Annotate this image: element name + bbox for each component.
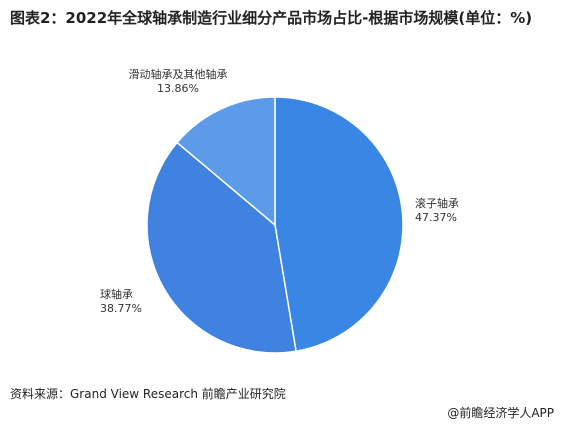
slice-label: 滚子轴承 47.37%: [415, 197, 505, 225]
pie-slice: [146, 141, 297, 354]
slice-value: 47.37%: [415, 211, 457, 224]
slice-name: 球轴承: [100, 288, 133, 301]
slice-value: 13.86%: [157, 82, 199, 95]
pie-slice: [176, 96, 276, 227]
slice-label: 滑动轴承及其他轴承 13.86%: [128, 68, 228, 96]
footer: @前瞻经济学人APP: [447, 406, 554, 420]
chart-title: 图表2：2022年全球轴承制造行业细分产品市场占比-根据市场规模(单位：%): [10, 9, 533, 27]
slice-label: 球轴承 38.77%: [100, 288, 180, 316]
slice-value: 38.77%: [100, 302, 142, 315]
slice-name: 滑动轴承及其他轴承: [128, 68, 228, 81]
source-note: 资料来源：Grand View Research 前瞻产业研究院: [10, 387, 286, 401]
pie-slice: [274, 96, 404, 353]
slice-name: 滚子轴承: [415, 197, 459, 210]
